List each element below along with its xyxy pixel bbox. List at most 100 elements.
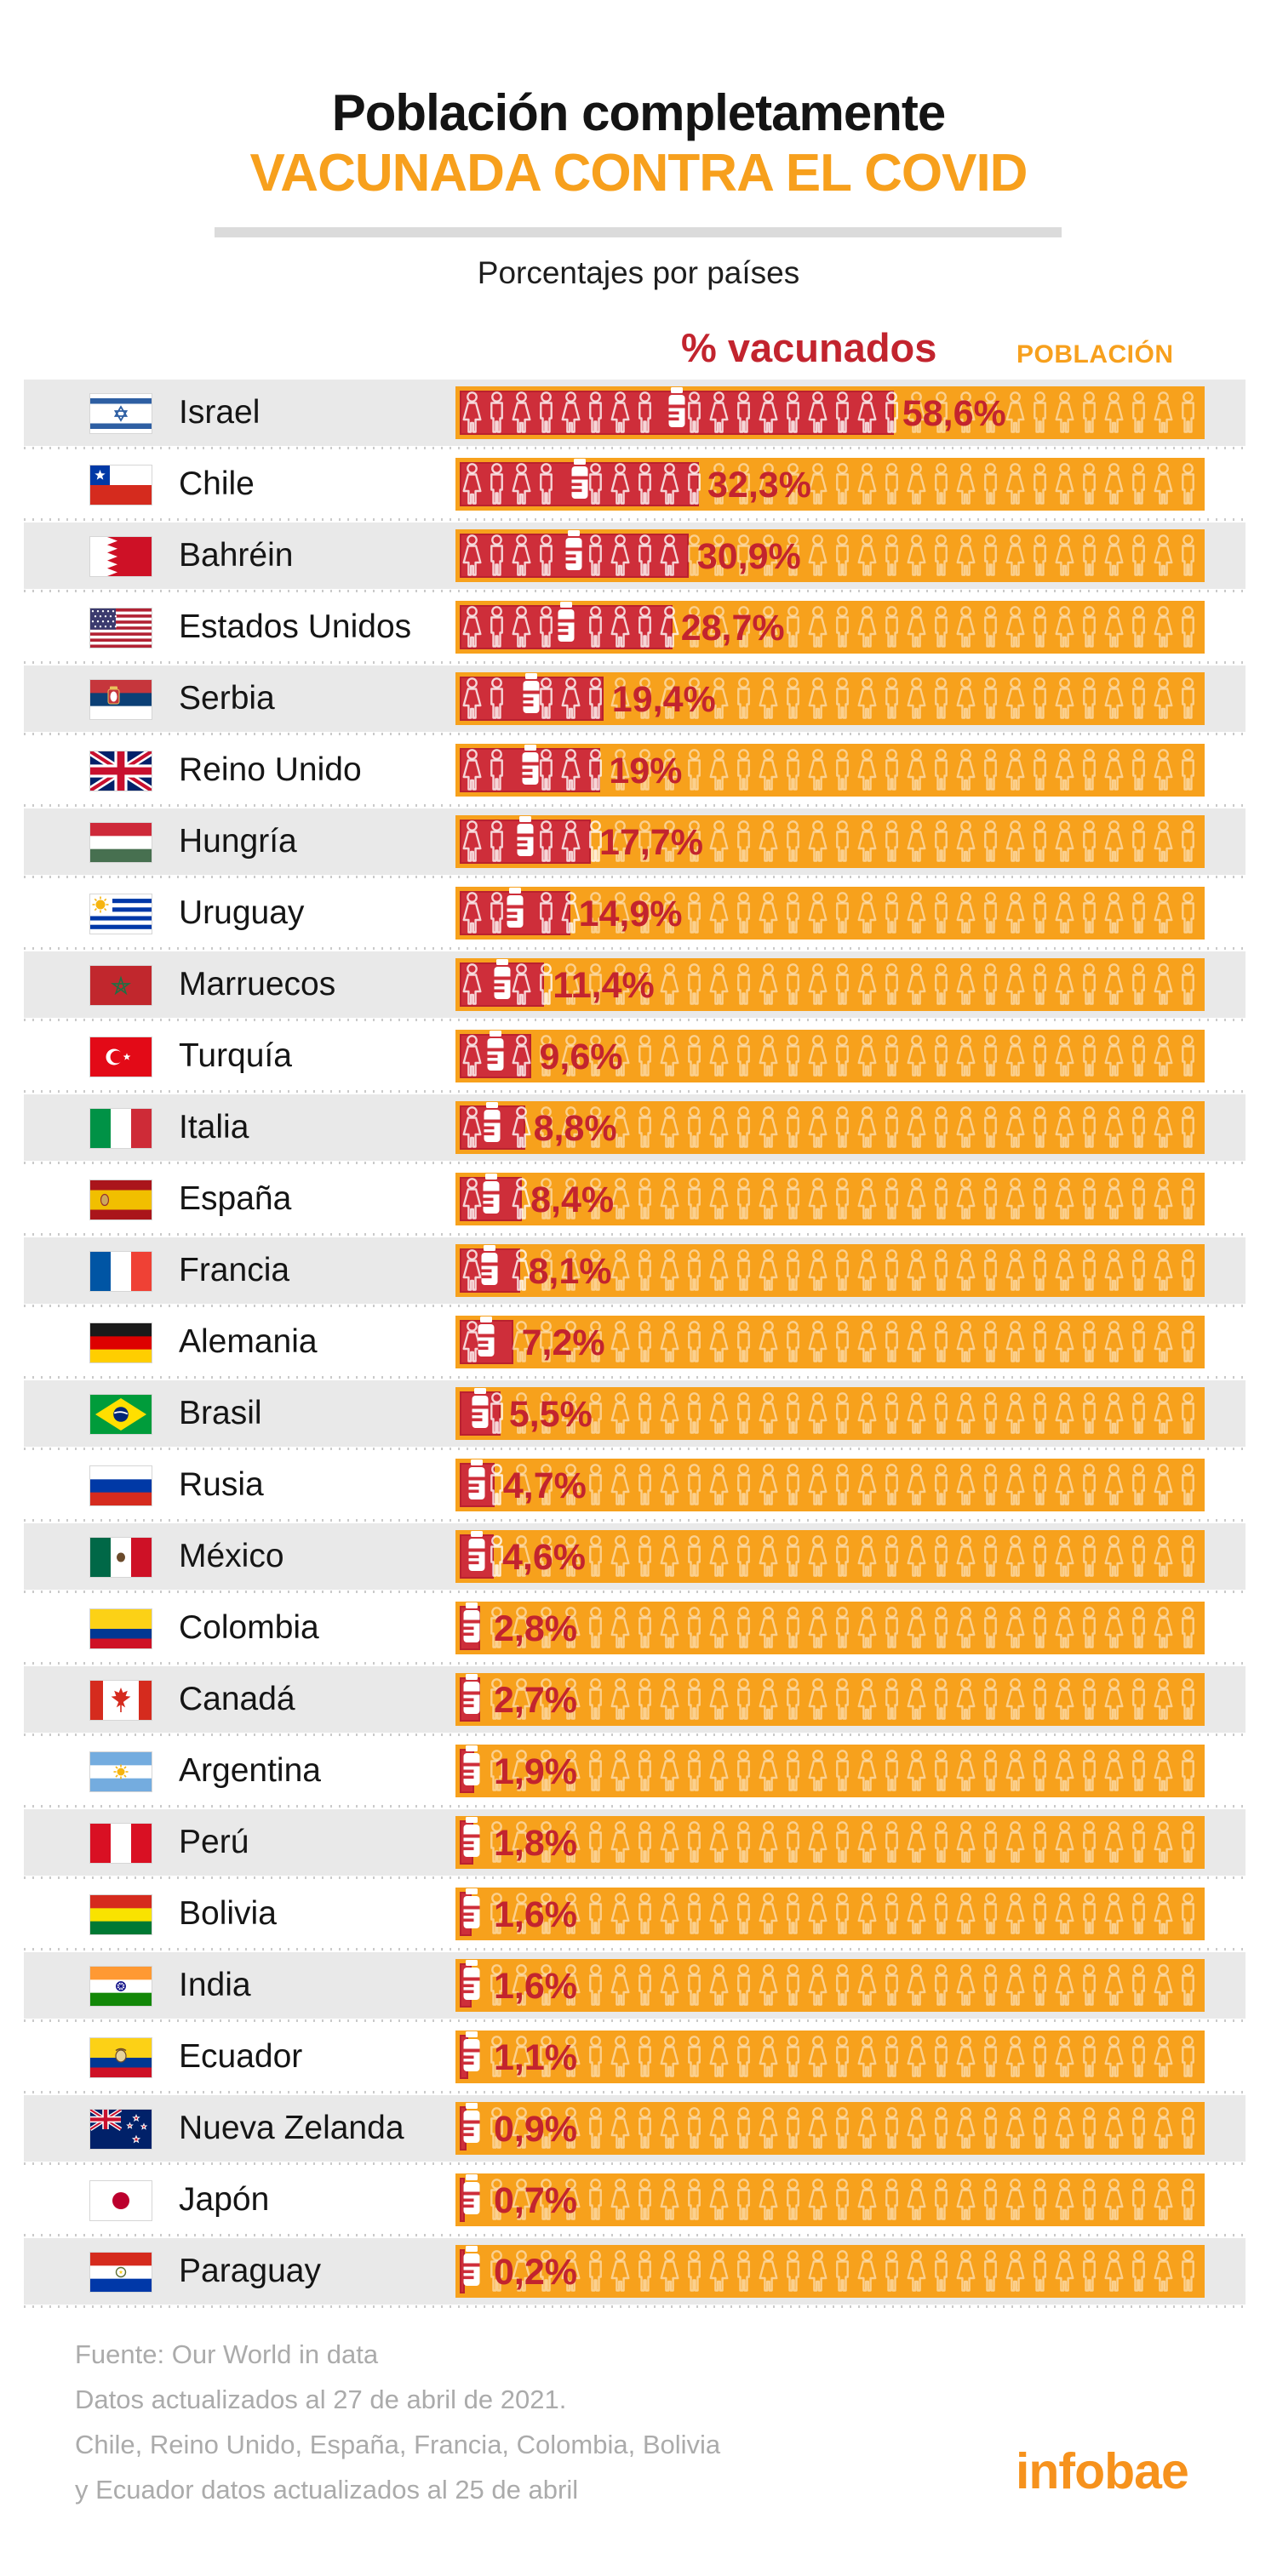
legend-population-label: POBLACIÓN [1016,340,1174,368]
population-bar [455,1745,1205,1797]
country-flag-icon [89,1751,152,1792]
vaccine-vial-icon [463,2174,480,2214]
country-flag-icon [89,536,152,577]
perforation-divider [24,2234,1246,2236]
country-name: Ecuador [179,2038,303,2075]
perforation-divider [24,1662,1246,1665]
population-bar [455,1101,1205,1154]
vaccine-vial-icon [668,387,685,427]
percent-label: 32,3% [707,465,811,506]
country-flag-icon [89,679,152,720]
population-bar [455,2102,1205,2155]
country-row: Brasil 5,5% [0,1380,1277,1452]
vaccine-vial-icon [463,1960,480,2000]
country-flag-icon [89,1608,152,1649]
country-row: Canadá 2,7% [0,1666,1277,1738]
footer-line: Fuente: Our World in data [75,2339,379,2369]
percent-label: 1,9% [494,1751,578,1793]
vaccine-vial-icon [481,1245,498,1285]
perforation-divider [24,947,1246,950]
country-flag-icon [89,1394,152,1435]
country-row: Chile 32,3% [0,451,1277,523]
page-title-line1: Población completamente [331,84,947,141]
country-flag-icon [89,393,152,434]
country-row: Hungría 17,7% [0,808,1277,880]
person-icons [462,892,1194,934]
country-name: Perú [179,1824,249,1860]
vaccine-vial-icon [468,1531,485,1571]
country-flag-icon [89,1966,152,2007]
population-bar [455,1316,1205,1368]
percent-label: 0,7% [494,2180,578,2222]
country-row: Bolivia 1,6% [0,1881,1277,1952]
country-row: India 1,6% [0,1952,1277,2024]
country-name: Serbia [179,680,275,717]
population-bar [455,815,1205,868]
country-flag-icon [89,822,152,863]
percent-label: 8,8% [533,1108,617,1150]
country-name: Italia [179,1109,249,1145]
perforation-divider [24,1448,1246,1450]
country-flag-icon [89,1108,152,1149]
perforation-divider [24,2162,1246,2165]
vaccine-vial-icon [463,1817,480,1857]
percent-label: 0,2% [494,2252,578,2293]
legend-vaccinated-label: % vacunados [681,325,937,370]
footer-line: y Ecuador datos actualizados al 25 de ab… [75,2475,579,2505]
footer-source: Fuente: Our World in data Datos actualiz… [75,2332,720,2512]
person-icons [462,677,1194,719]
vaccine-vial-icon [487,1031,504,1071]
percent-label: 2,7% [494,1680,578,1722]
population-bar [455,958,1205,1011]
country-flag-icon [89,751,152,791]
page-subtitle: Porcentajes por países [477,255,800,290]
percent-label: 30,9% [696,536,801,578]
perforation-divider [24,2019,1246,2022]
country-row: Serbia 19,4% [0,665,1277,737]
person-icons [462,391,1194,433]
country-row: Ecuador 1,1% [0,2024,1277,2095]
country-name: Rusia [179,1466,264,1503]
population-bar [455,2245,1205,2298]
country-rows: Israel 58,6% Chile 32,3% Bahréin 30,9% Estados… [0,380,1277,2310]
infobae-logo: infobae [1016,2443,1189,2499]
percent-label: 0,9% [494,2109,578,2150]
country-name: Israel [179,394,261,431]
population-bar [455,744,1205,797]
vaccine-vial-icon [472,1388,489,1428]
perforation-divider [24,1019,1246,1021]
country-name: Bahréin [179,537,294,574]
country-row: Italia 8,8% [0,1094,1277,1166]
vaccine-vial-icon [468,1459,485,1499]
perforation-divider [24,804,1246,807]
percent-label: 2,8% [494,1608,578,1650]
vaccine-vial-icon [484,1102,501,1142]
country-flag-icon [89,965,152,1006]
country-flag-icon [89,465,152,505]
perforation-divider [24,1734,1246,1736]
country-flag-icon [89,1179,152,1220]
country-row: Perú 1,8% [0,1809,1277,1881]
percent-label: 7,2% [521,1322,605,1364]
vaccine-vial-icon [463,1888,480,1928]
percent-label: 14,9% [578,894,683,935]
vaccine-vial-icon [463,1674,480,1714]
perforation-divider [24,1876,1246,1879]
country-flag-icon [89,1037,152,1077]
country-row: México 4,6% [0,1523,1277,1595]
country-row: Argentina 1,9% [0,1738,1277,1809]
population-bar [455,1530,1205,1583]
population-bar [455,1959,1205,2012]
perforation-divider [24,1591,1246,1593]
country-flag-icon [89,1537,152,1578]
perforation-divider [24,1805,1246,1808]
percent-label: 11,4% [553,965,655,1007]
country-name: Argentina [179,1752,321,1789]
country-name: Nueva Zelanda [179,2110,404,2146]
population-bar [455,1888,1205,1940]
vaccine-vial-icon [571,459,587,499]
percent-label: 8,1% [528,1251,612,1293]
country-row: Rusia 4,7% [0,1452,1277,1523]
country-name: España [179,1180,292,1217]
